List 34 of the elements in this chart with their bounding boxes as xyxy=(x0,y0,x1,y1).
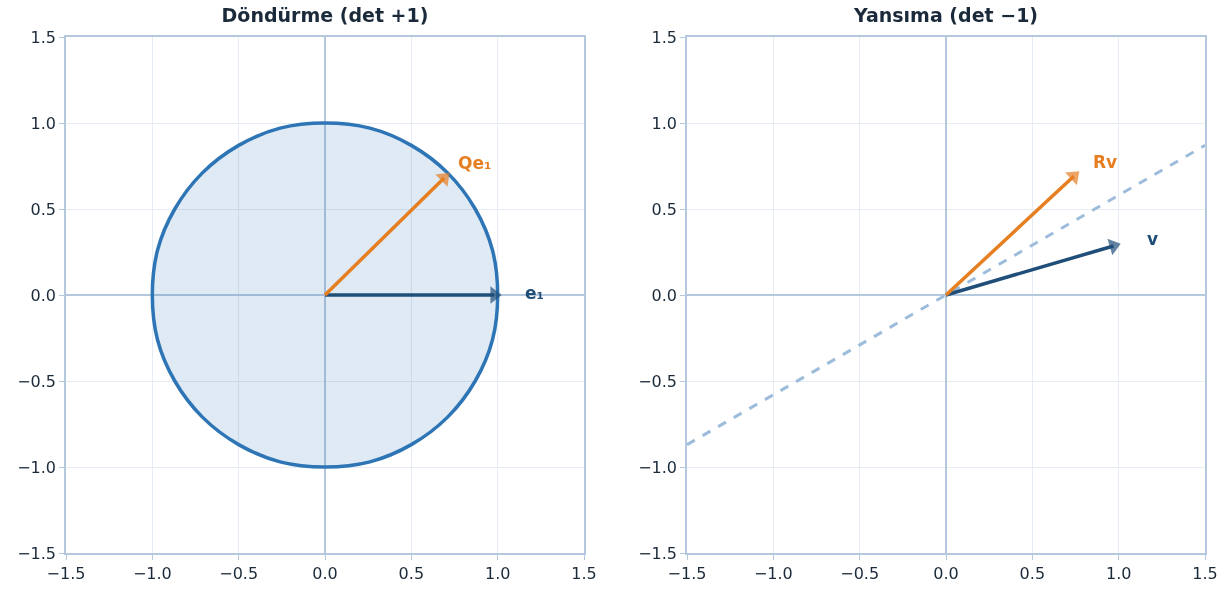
x-tick-label: 0.0 xyxy=(933,563,959,583)
x-tick-label: 1.5 xyxy=(571,563,597,583)
x-tick-label: 0.0 xyxy=(312,563,338,583)
y-tick-label: 0.5 xyxy=(30,199,57,219)
y-tick-label: −1.0 xyxy=(17,457,57,477)
series-label: e₁ xyxy=(525,283,544,303)
x-tick-label: −1.5 xyxy=(46,563,86,583)
x-tick-label: −0.5 xyxy=(840,563,880,583)
x-tick-label: 1.0 xyxy=(1105,563,1132,583)
y-tick-label: −1.0 xyxy=(638,457,678,477)
y-tick-label: 1.5 xyxy=(30,27,57,47)
y-tick-label: −0.5 xyxy=(17,371,57,391)
chart-title: Döndürme (det +1) xyxy=(221,4,429,27)
x-tick-label: 0.5 xyxy=(398,563,425,583)
x-tick-label: 1.0 xyxy=(484,563,511,583)
x-tick-label: 1.5 xyxy=(1192,563,1218,583)
y-tick-label: 0.0 xyxy=(30,285,57,305)
y-tick-label: 1.0 xyxy=(651,113,678,133)
y-tick-label: 0.5 xyxy=(651,199,678,219)
chart-title: Yansıma (det −1) xyxy=(852,4,1039,27)
y-tick-label: 1.0 xyxy=(30,113,57,133)
y-tick-label: −0.5 xyxy=(638,371,678,391)
x-tick-label: −1.5 xyxy=(667,563,707,583)
series-label: Qe₁ xyxy=(458,153,492,173)
x-tick-label: −1.0 xyxy=(132,563,172,583)
y-tick-label: −1.5 xyxy=(17,543,57,563)
y-tick-label: −1.5 xyxy=(638,543,678,563)
series-label: Rv xyxy=(1093,152,1118,172)
y-tick-label: 1.5 xyxy=(651,27,678,47)
y-tick-label: 0.0 xyxy=(651,285,678,305)
x-tick-label: −0.5 xyxy=(219,563,259,583)
x-tick-label: −1.0 xyxy=(753,563,793,583)
series-label: v xyxy=(1147,229,1159,249)
x-tick-label: 0.5 xyxy=(1019,563,1046,583)
